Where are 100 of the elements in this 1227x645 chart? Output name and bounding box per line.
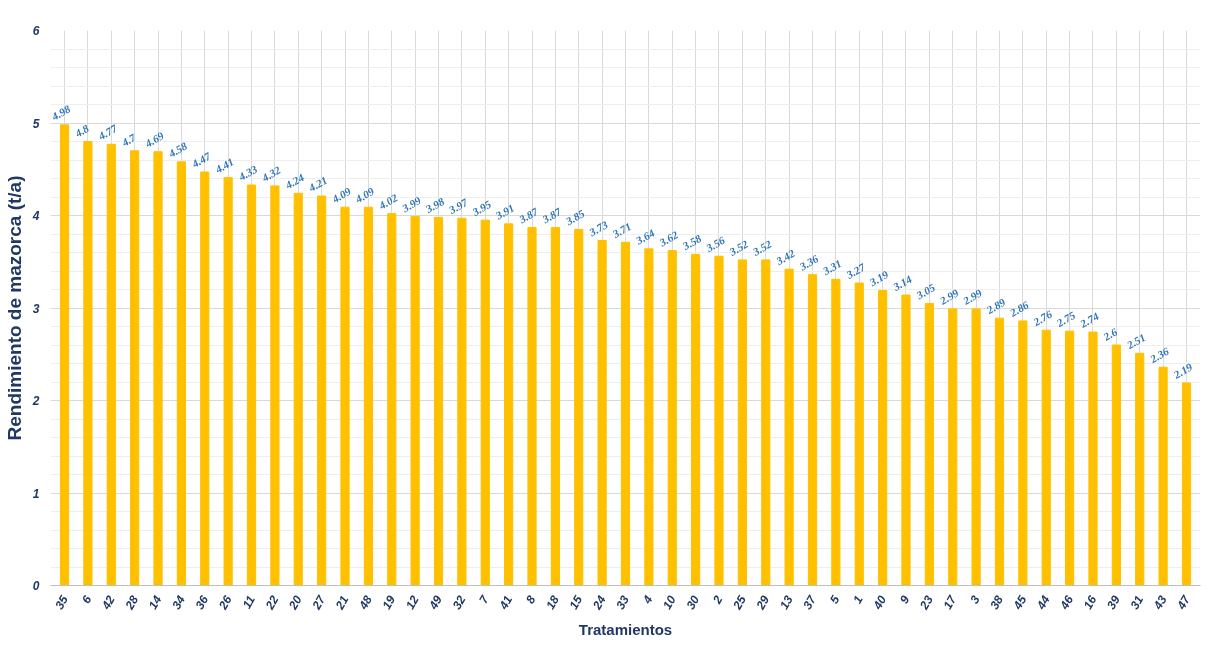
data-label: 2.75	[1053, 308, 1078, 330]
data-label: 4.58	[165, 139, 190, 161]
data-label: 4.33	[235, 162, 260, 184]
bar	[246, 184, 257, 586]
x-tick-label: 32	[449, 592, 469, 612]
x-axis-title: Tratamientos	[578, 620, 673, 638]
data-label: 2.51	[1123, 331, 1148, 352]
data-label: 4.8	[72, 121, 92, 140]
x-tick-label: 42	[98, 592, 118, 613]
x-tick-label: 20	[285, 592, 305, 613]
bar	[1041, 329, 1051, 586]
x-tick-label: 24	[589, 592, 609, 613]
x-tick-label: 14	[145, 592, 165, 612]
x-tick-label: 4	[639, 592, 656, 607]
data-label: 3.99	[399, 193, 424, 215]
bar	[270, 185, 280, 586]
y-tick-label: 4	[31, 209, 40, 223]
bar	[1111, 344, 1121, 586]
data-label: 4.69	[142, 129, 167, 150]
bar	[317, 195, 327, 586]
bar	[363, 206, 373, 586]
data-label: 2.86	[1007, 298, 1031, 320]
bar	[737, 259, 747, 586]
data-label: 3.98	[422, 194, 447, 216]
bar	[527, 227, 537, 586]
data-label: 3.91	[492, 201, 517, 223]
bar	[340, 206, 350, 586]
bar	[971, 308, 981, 586]
x-tick-label: 34	[169, 592, 189, 612]
x-tick-label: 18	[543, 592, 563, 612]
bar	[504, 223, 514, 586]
bar	[1018, 320, 1028, 586]
data-label: 4.09	[352, 184, 377, 206]
y-tick-label: 6	[32, 24, 40, 38]
x-tick-label: 16	[1080, 592, 1100, 612]
bar	[691, 253, 701, 586]
bar	[831, 278, 841, 586]
x-tick-label: 46	[1056, 592, 1077, 613]
data-label: 3.95	[469, 197, 494, 219]
x-tick-label: 27	[308, 592, 329, 613]
bar	[1181, 382, 1192, 586]
bar	[153, 151, 163, 586]
x-tick-label: 12	[402, 592, 422, 612]
x-tick-label: 21	[332, 592, 352, 613]
x-tick-label: 47	[1173, 592, 1194, 613]
data-label: 3.05	[913, 280, 938, 302]
data-label: 3.42	[773, 246, 798, 268]
bar	[924, 302, 934, 586]
data-label: 3.73	[586, 217, 611, 239]
x-tick-label: 36	[192, 592, 212, 612]
bar	[200, 171, 210, 586]
data-label: 4.32	[259, 163, 284, 185]
y-axis-title: Rendimiento de mazorca (t/a)	[3, 175, 25, 441]
x-tick-label: 13	[776, 592, 796, 612]
x-tick-label: 6	[78, 592, 95, 607]
data-label: 3.64	[633, 226, 658, 248]
bar	[457, 217, 467, 586]
bar	[223, 177, 233, 586]
bar	[761, 259, 771, 586]
bar	[901, 294, 911, 586]
y-tick-label: 1	[32, 486, 40, 501]
data-label: 3.71	[609, 220, 634, 241]
data-label: 4.47	[188, 149, 213, 171]
x-tick-label: 19	[379, 592, 399, 612]
y-tick-label: 0	[32, 579, 40, 593]
data-label: 3.36	[796, 252, 821, 273]
x-tick-label: 45	[1010, 592, 1030, 613]
data-label: 3.52	[726, 237, 751, 259]
data-label: 4.21	[305, 173, 330, 195]
bar	[410, 215, 420, 586]
x-tick-label: 40	[869, 592, 890, 613]
y-tick-label: 3	[32, 301, 40, 316]
data-label: 3.87	[516, 205, 541, 226]
x-tick-label: 48	[355, 592, 376, 613]
bar	[1088, 331, 1098, 586]
data-label: 2.99	[936, 286, 961, 308]
x-tick-label: 35	[52, 592, 72, 612]
x-tick-label: 43	[1150, 592, 1170, 613]
data-label: 3.27	[843, 260, 868, 282]
bar	[1135, 352, 1145, 586]
y-tick-label: 2	[31, 394, 40, 408]
bar	[480, 219, 490, 586]
data-label: 3.14	[890, 272, 915, 294]
x-tick-label: 22	[262, 592, 282, 613]
x-tick-label: 7	[476, 592, 493, 607]
data-label: 3.56	[703, 233, 728, 255]
x-tick-label: 31	[1127, 592, 1147, 612]
bar	[994, 317, 1005, 586]
x-tick-label: 29	[752, 592, 773, 613]
x-tick-label: 39	[1104, 592, 1124, 612]
data-label: 2.74	[1077, 309, 1102, 331]
x-tick-label: 10	[659, 592, 679, 612]
x-tick-label: 37	[800, 592, 820, 612]
bar	[106, 143, 116, 586]
x-tick-label: 8	[523, 592, 539, 607]
bar	[807, 274, 818, 586]
x-tick-label: 11	[239, 592, 259, 612]
x-tick-label: 25	[729, 592, 750, 613]
data-label: 2.6	[1100, 325, 1120, 344]
x-tick-label: 28	[121, 592, 142, 613]
